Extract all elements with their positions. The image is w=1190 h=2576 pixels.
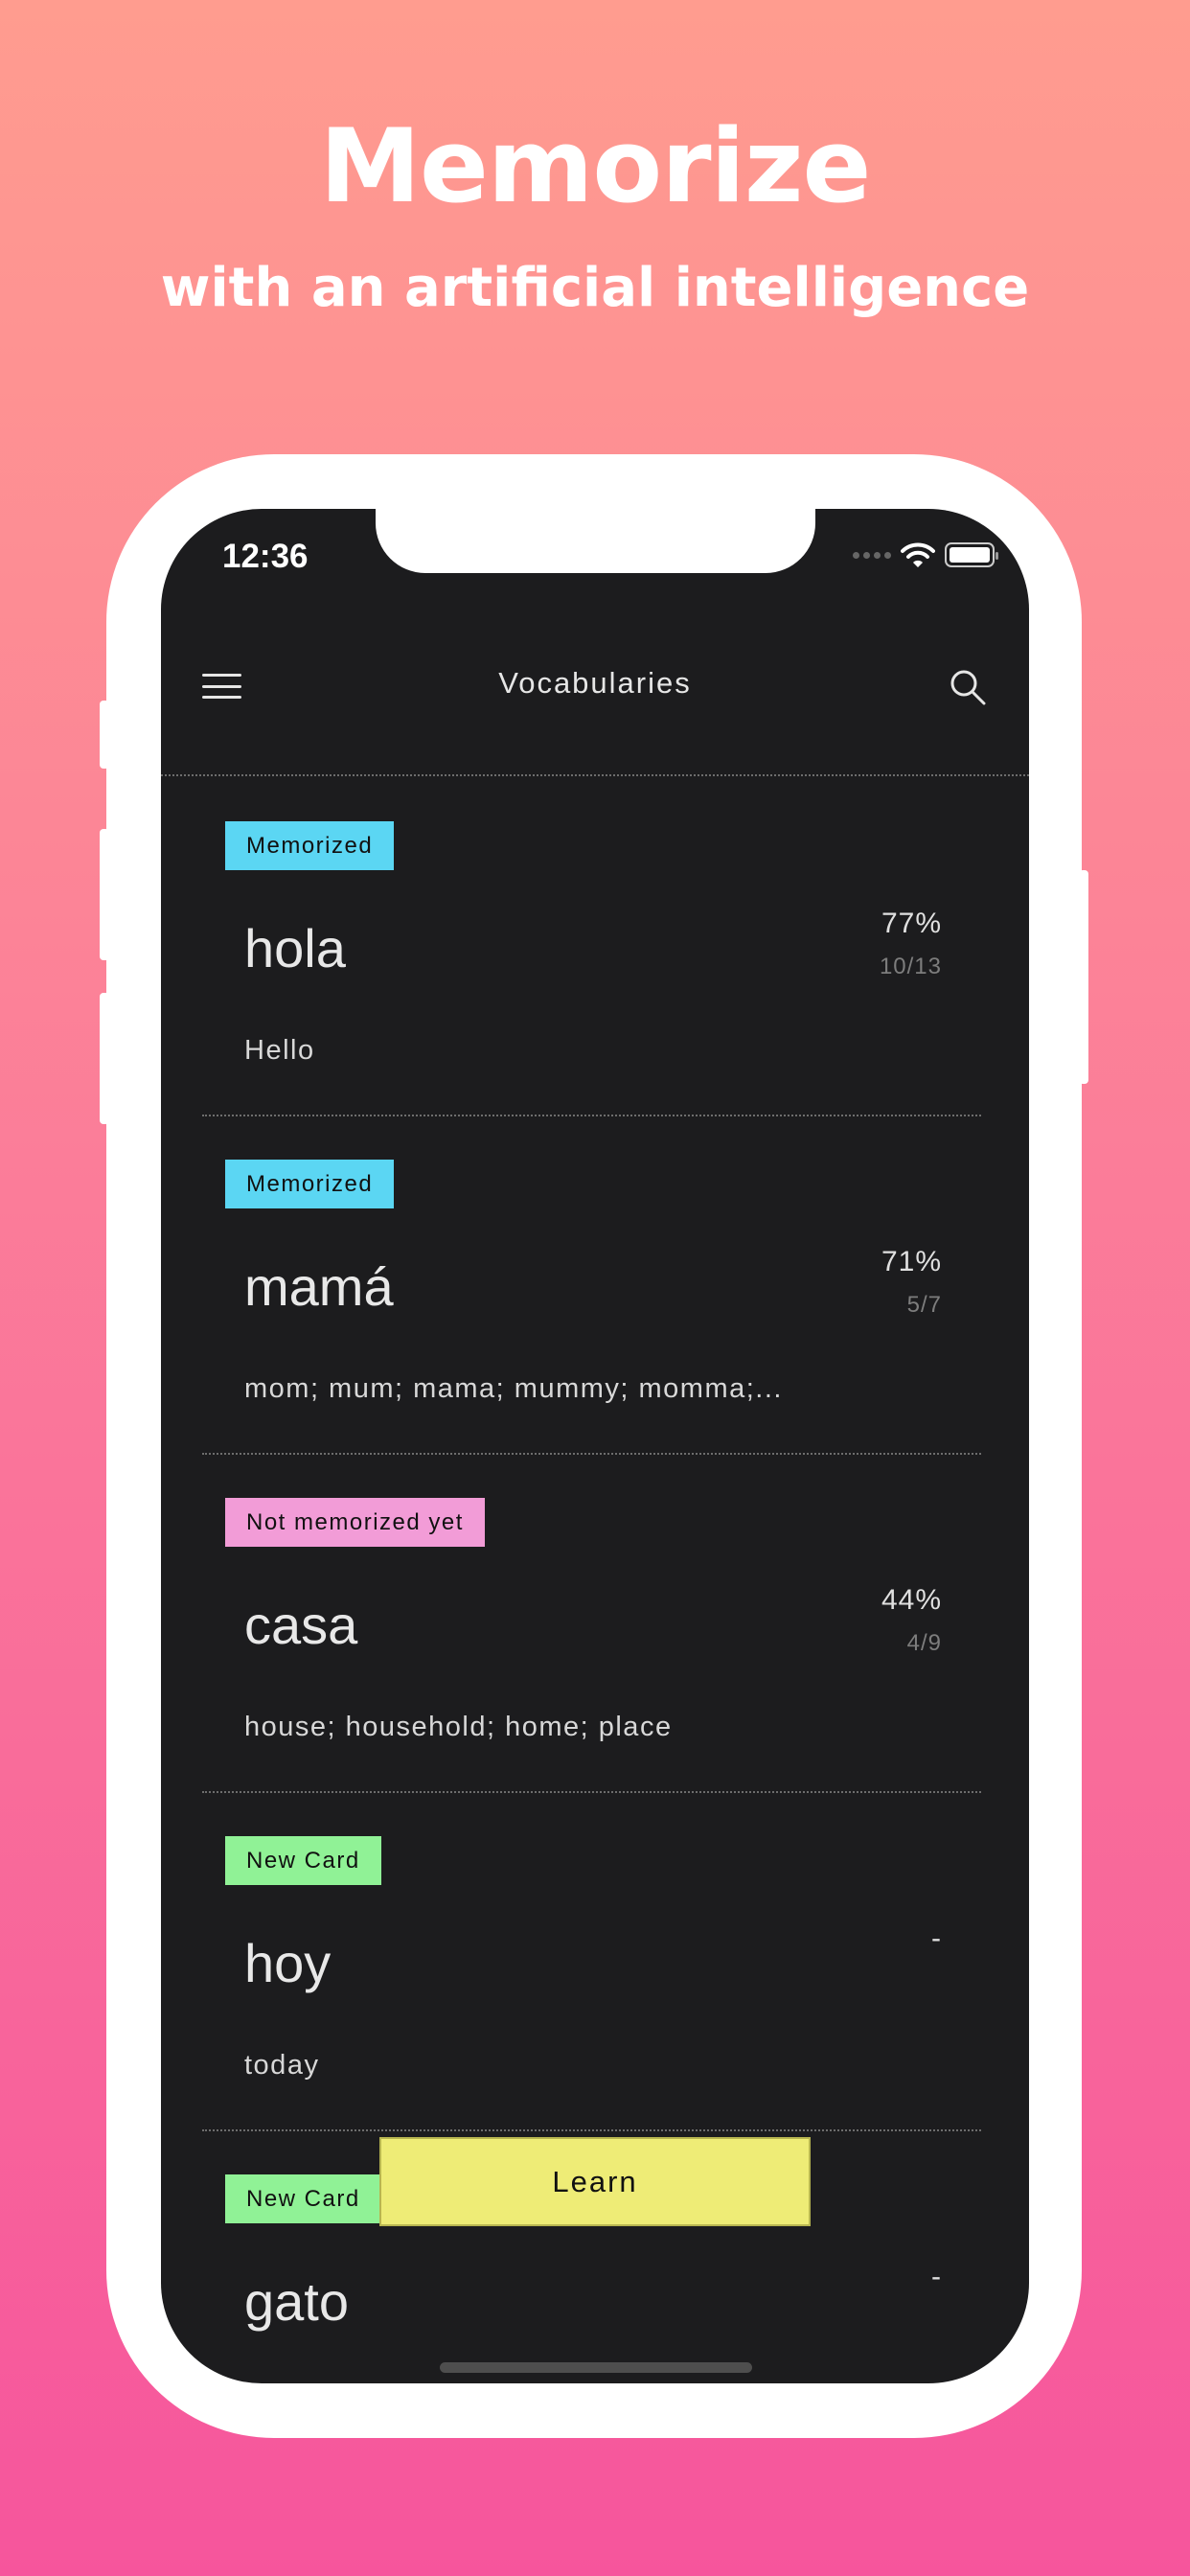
status-badge: New Card bbox=[225, 2174, 381, 2223]
item-divider bbox=[202, 1115, 981, 1116]
hamburger-icon[interactable] bbox=[202, 674, 241, 699]
promo-subtitle: with an artificial intelligence bbox=[160, 257, 1030, 319]
memorization-percent: - bbox=[931, 2261, 942, 2292]
promo-title: Memorize bbox=[319, 107, 872, 225]
meaning: mom; mum; mama; mummy; momma;... bbox=[244, 1373, 783, 1404]
item-divider bbox=[202, 1453, 981, 1455]
memorization-percent: 77% bbox=[881, 908, 942, 939]
wifi-icon bbox=[901, 542, 935, 567]
memorization-count: 5/7 bbox=[906, 1292, 942, 1318]
battery-icon bbox=[945, 542, 998, 567]
header-divider bbox=[161, 774, 1029, 776]
memorization-percent: 71% bbox=[881, 1246, 942, 1277]
learn-button[interactable]: Learn bbox=[379, 2137, 811, 2226]
page-title: Vocabularies bbox=[498, 666, 692, 700]
word: hoy bbox=[244, 1933, 332, 1993]
memorization-percent: - bbox=[931, 1922, 942, 1954]
home-indicator[interactable] bbox=[440, 2362, 752, 2373]
word: gato bbox=[244, 2271, 349, 2332]
word: mamá bbox=[244, 1256, 394, 1317]
meaning: house; household; home; place bbox=[244, 1712, 673, 1742]
memorization-count: 10/13 bbox=[879, 954, 942, 979]
status-badge: Memorized bbox=[225, 821, 395, 870]
search-icon[interactable] bbox=[949, 668, 987, 706]
phone-volume-up bbox=[100, 829, 109, 960]
status-badge: New Card bbox=[225, 1836, 381, 1885]
app-screen: 12:36 Vocabularies Memorized hola 77% 10/13… bbox=[161, 509, 1029, 2383]
phone-notch bbox=[376, 509, 815, 573]
meaning: today bbox=[244, 2050, 320, 2081]
status-badge: Memorized bbox=[225, 1160, 395, 1208]
item-divider bbox=[202, 2129, 981, 2131]
memorization-percent: 44% bbox=[881, 1584, 942, 1616]
word: hola bbox=[244, 918, 346, 978]
status-icons bbox=[853, 541, 998, 568]
word: casa bbox=[244, 1595, 358, 1655]
status-time: 12:36 bbox=[222, 538, 309, 575]
phone-power-button bbox=[1079, 870, 1088, 1084]
status-badge: Not memorized yet bbox=[225, 1498, 485, 1547]
phone-mute-switch bbox=[100, 701, 109, 769]
memorization-count: 4/9 bbox=[906, 1630, 942, 1656]
signal-icon bbox=[853, 551, 891, 559]
meaning: Hello bbox=[244, 1035, 315, 1066]
item-divider bbox=[202, 1791, 981, 1793]
phone-volume-down bbox=[100, 993, 109, 1124]
